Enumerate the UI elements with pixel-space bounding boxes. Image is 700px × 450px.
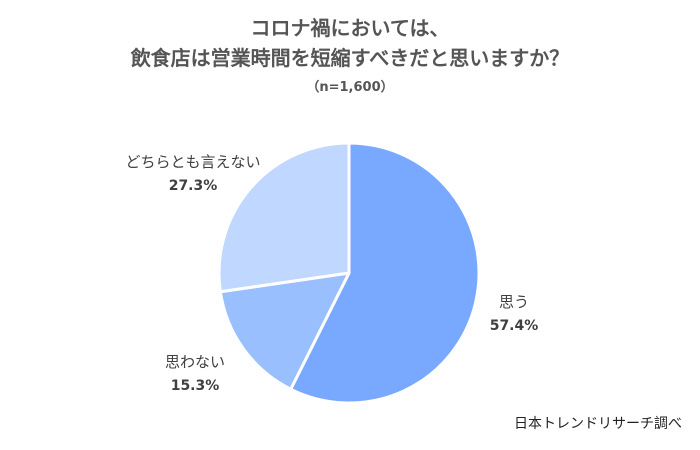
chart-title-line-1: コロナ禍においては、 xyxy=(250,16,450,40)
slice-label-dochira: どちらとも言えない 27.3% xyxy=(118,150,268,198)
pie-slice-dochira xyxy=(217,141,351,294)
chart-subtitle: （n=1,600） xyxy=(306,80,394,95)
pie-slice-omowanai xyxy=(218,271,351,391)
slice-label-omowanai-name: 思わない xyxy=(164,353,225,371)
slice-label-omowanai-value: 15.3% xyxy=(170,378,220,394)
pie-slice-omou xyxy=(289,141,481,405)
slice-label-dochira-value: 27.3% xyxy=(168,178,218,194)
source-note: 日本トレンドリサーチ調べ xyxy=(514,416,682,432)
slice-label-omou-name: 思う xyxy=(498,293,529,311)
slice-label-dochira-name: どちらとも言えない xyxy=(125,153,261,171)
slice-label-omou-value: 57.4% xyxy=(489,318,539,334)
slice-label-omou: 思う 57.4% xyxy=(484,290,544,338)
slice-label-omowanai: 思わない 15.3% xyxy=(150,350,240,398)
chart-title-line-2: 飲食店は営業時間を短縮すべきだと思いますか？ xyxy=(130,46,570,70)
